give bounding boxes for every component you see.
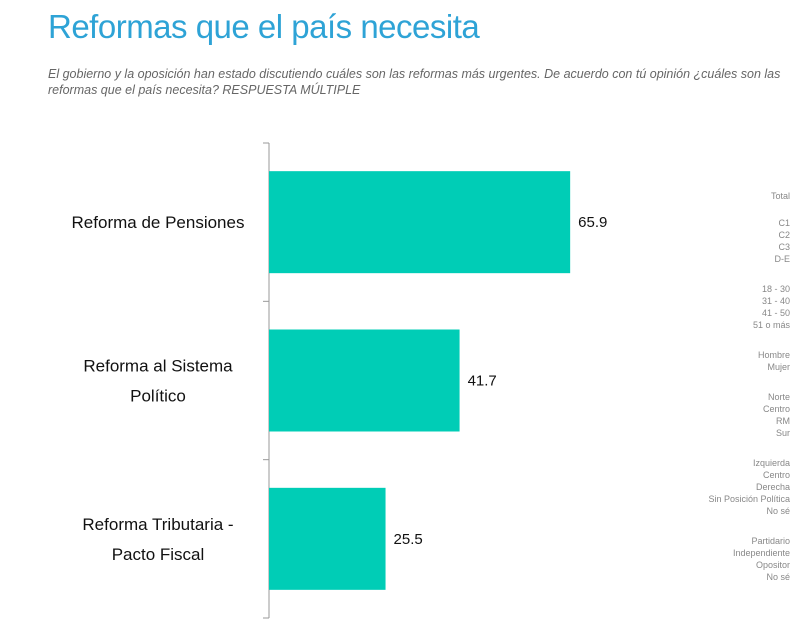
- page-title: Reformas que el país necesita: [48, 8, 480, 45]
- segment-label: RM: [776, 416, 790, 426]
- category-label: Político: [130, 387, 186, 406]
- segment-label: Sur: [775, 428, 790, 438]
- segment-label: Derecha: [755, 482, 790, 492]
- segment-label: Norte: [767, 392, 790, 402]
- segment-group: Hombre Mujer: [708, 349, 790, 373]
- segment-label: 31 - 40: [761, 296, 790, 306]
- data-label: 25.5: [394, 531, 423, 548]
- segment-label: Opositor: [755, 560, 790, 570]
- question-text: El gobierno y la oposición han estado di…: [48, 67, 781, 97]
- segment-group: Total: [708, 190, 790, 202]
- segment-group: Partidario Independiente Opositor No sé: [708, 535, 790, 583]
- segment-label: Independiente: [732, 548, 790, 558]
- category-label: Pacto Fiscal: [112, 545, 205, 564]
- bar: [269, 487, 386, 590]
- bar: [269, 329, 460, 432]
- segment-label: C1: [778, 218, 790, 228]
- segment-label: No sé: [766, 572, 790, 582]
- segment-label: Izquierda: [752, 458, 790, 468]
- data-label: 65.9: [578, 214, 607, 231]
- segment-labels: Total C1 C2 C3 D-E 18 - 30 31 - 40 41 - 50 51 o …: [708, 190, 790, 601]
- segment-group: C1 C2 C3 D-E: [708, 217, 791, 265]
- segment-label: Centro: [762, 470, 790, 480]
- segment-label: No sé: [766, 506, 790, 516]
- segment-label: Partidario: [751, 536, 790, 546]
- segment-label: 41 - 50: [761, 308, 790, 318]
- segment-label: Hombre: [757, 350, 790, 360]
- category-label: Reforma Tributaria -: [82, 515, 233, 534]
- segment-label: C2: [778, 230, 790, 240]
- segment-group: Izquierda Centro Derecha Sin Posición Polít…: [708, 457, 790, 517]
- category-label: Reforma de Pensiones: [72, 213, 245, 232]
- category-label: Reforma al Sistema: [83, 357, 233, 376]
- segment-label: Centro: [762, 404, 790, 414]
- segment-label: Mujer: [767, 362, 790, 372]
- segment-label: Sin Posición Política: [708, 494, 790, 504]
- segment-label: D-E: [774, 254, 791, 264]
- segment-label: Total: [770, 191, 790, 201]
- segment-group: Norte Centro RM Sur: [708, 391, 790, 439]
- data-label: 41.7: [468, 373, 497, 390]
- segment-label: C3: [778, 242, 790, 252]
- segment-label: 18 - 30: [761, 284, 790, 294]
- bar: [269, 171, 571, 274]
- segment-group: 18 - 30 31 - 40 41 - 50 51 o más: [708, 283, 790, 331]
- segment-label: 51 o más: [752, 320, 790, 330]
